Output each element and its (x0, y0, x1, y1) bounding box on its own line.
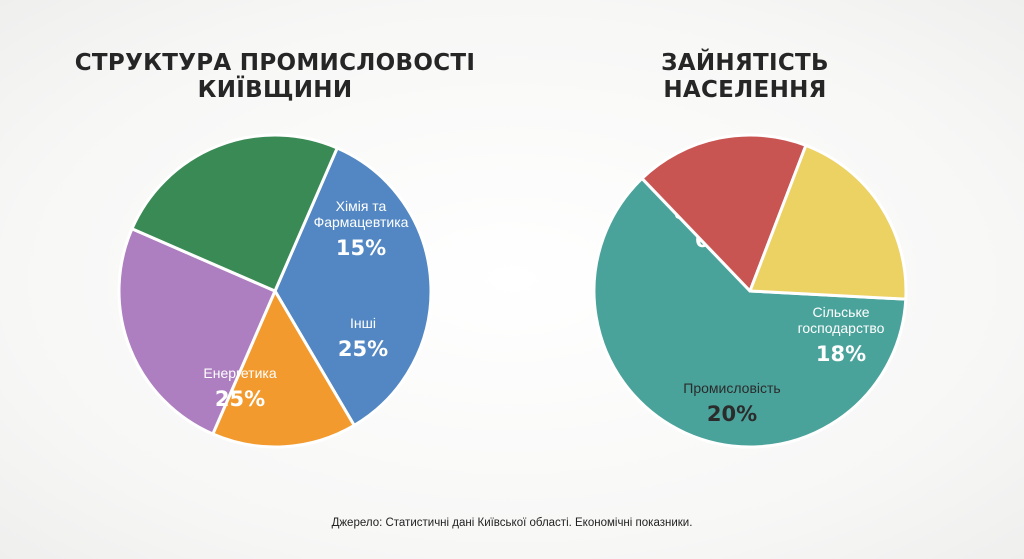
slice-label: Хімія та (336, 198, 387, 214)
slice-value-label: 25% (338, 337, 388, 361)
slice-label: господарство (798, 320, 885, 336)
pie-slice-енергетика (130, 133, 339, 293)
chart-title-industry: СТРУКТУРА ПРОМИСЛОВОСТІ КИЇВЩИНИ (74, 50, 476, 103)
pie-slice-сфера-послуг (592, 176, 908, 449)
slice-label-group: Інші 25% (338, 315, 388, 361)
pie-slice-хімія-та-фармацевтика (211, 289, 356, 449)
slice-value-label: 25% (215, 387, 265, 411)
slice-label: Промисловість (683, 380, 780, 396)
slice-label-group: Промисловість 20% (683, 380, 780, 426)
slice-label: Енергетика (203, 365, 276, 381)
slice-value-label: 15% (336, 236, 386, 260)
slice-value-label: 18% (816, 342, 866, 366)
slice-value-label: 20% (707, 402, 757, 426)
slice-label: Інші (350, 315, 376, 331)
pie-slice-промисловість (748, 143, 908, 301)
source-note: Джерело: Статистичні дані Київської обла… (331, 517, 693, 529)
slice-label-group: Енергетика 25% (203, 365, 276, 411)
pie-slice-інші (117, 227, 277, 436)
chart-title-employment: ЗАЙНЯТІСТЬ НАСЕЛЕННЯ (661, 50, 829, 103)
slice-label: Фармацевтика (314, 214, 409, 230)
slice-label: Сільське (812, 304, 869, 320)
